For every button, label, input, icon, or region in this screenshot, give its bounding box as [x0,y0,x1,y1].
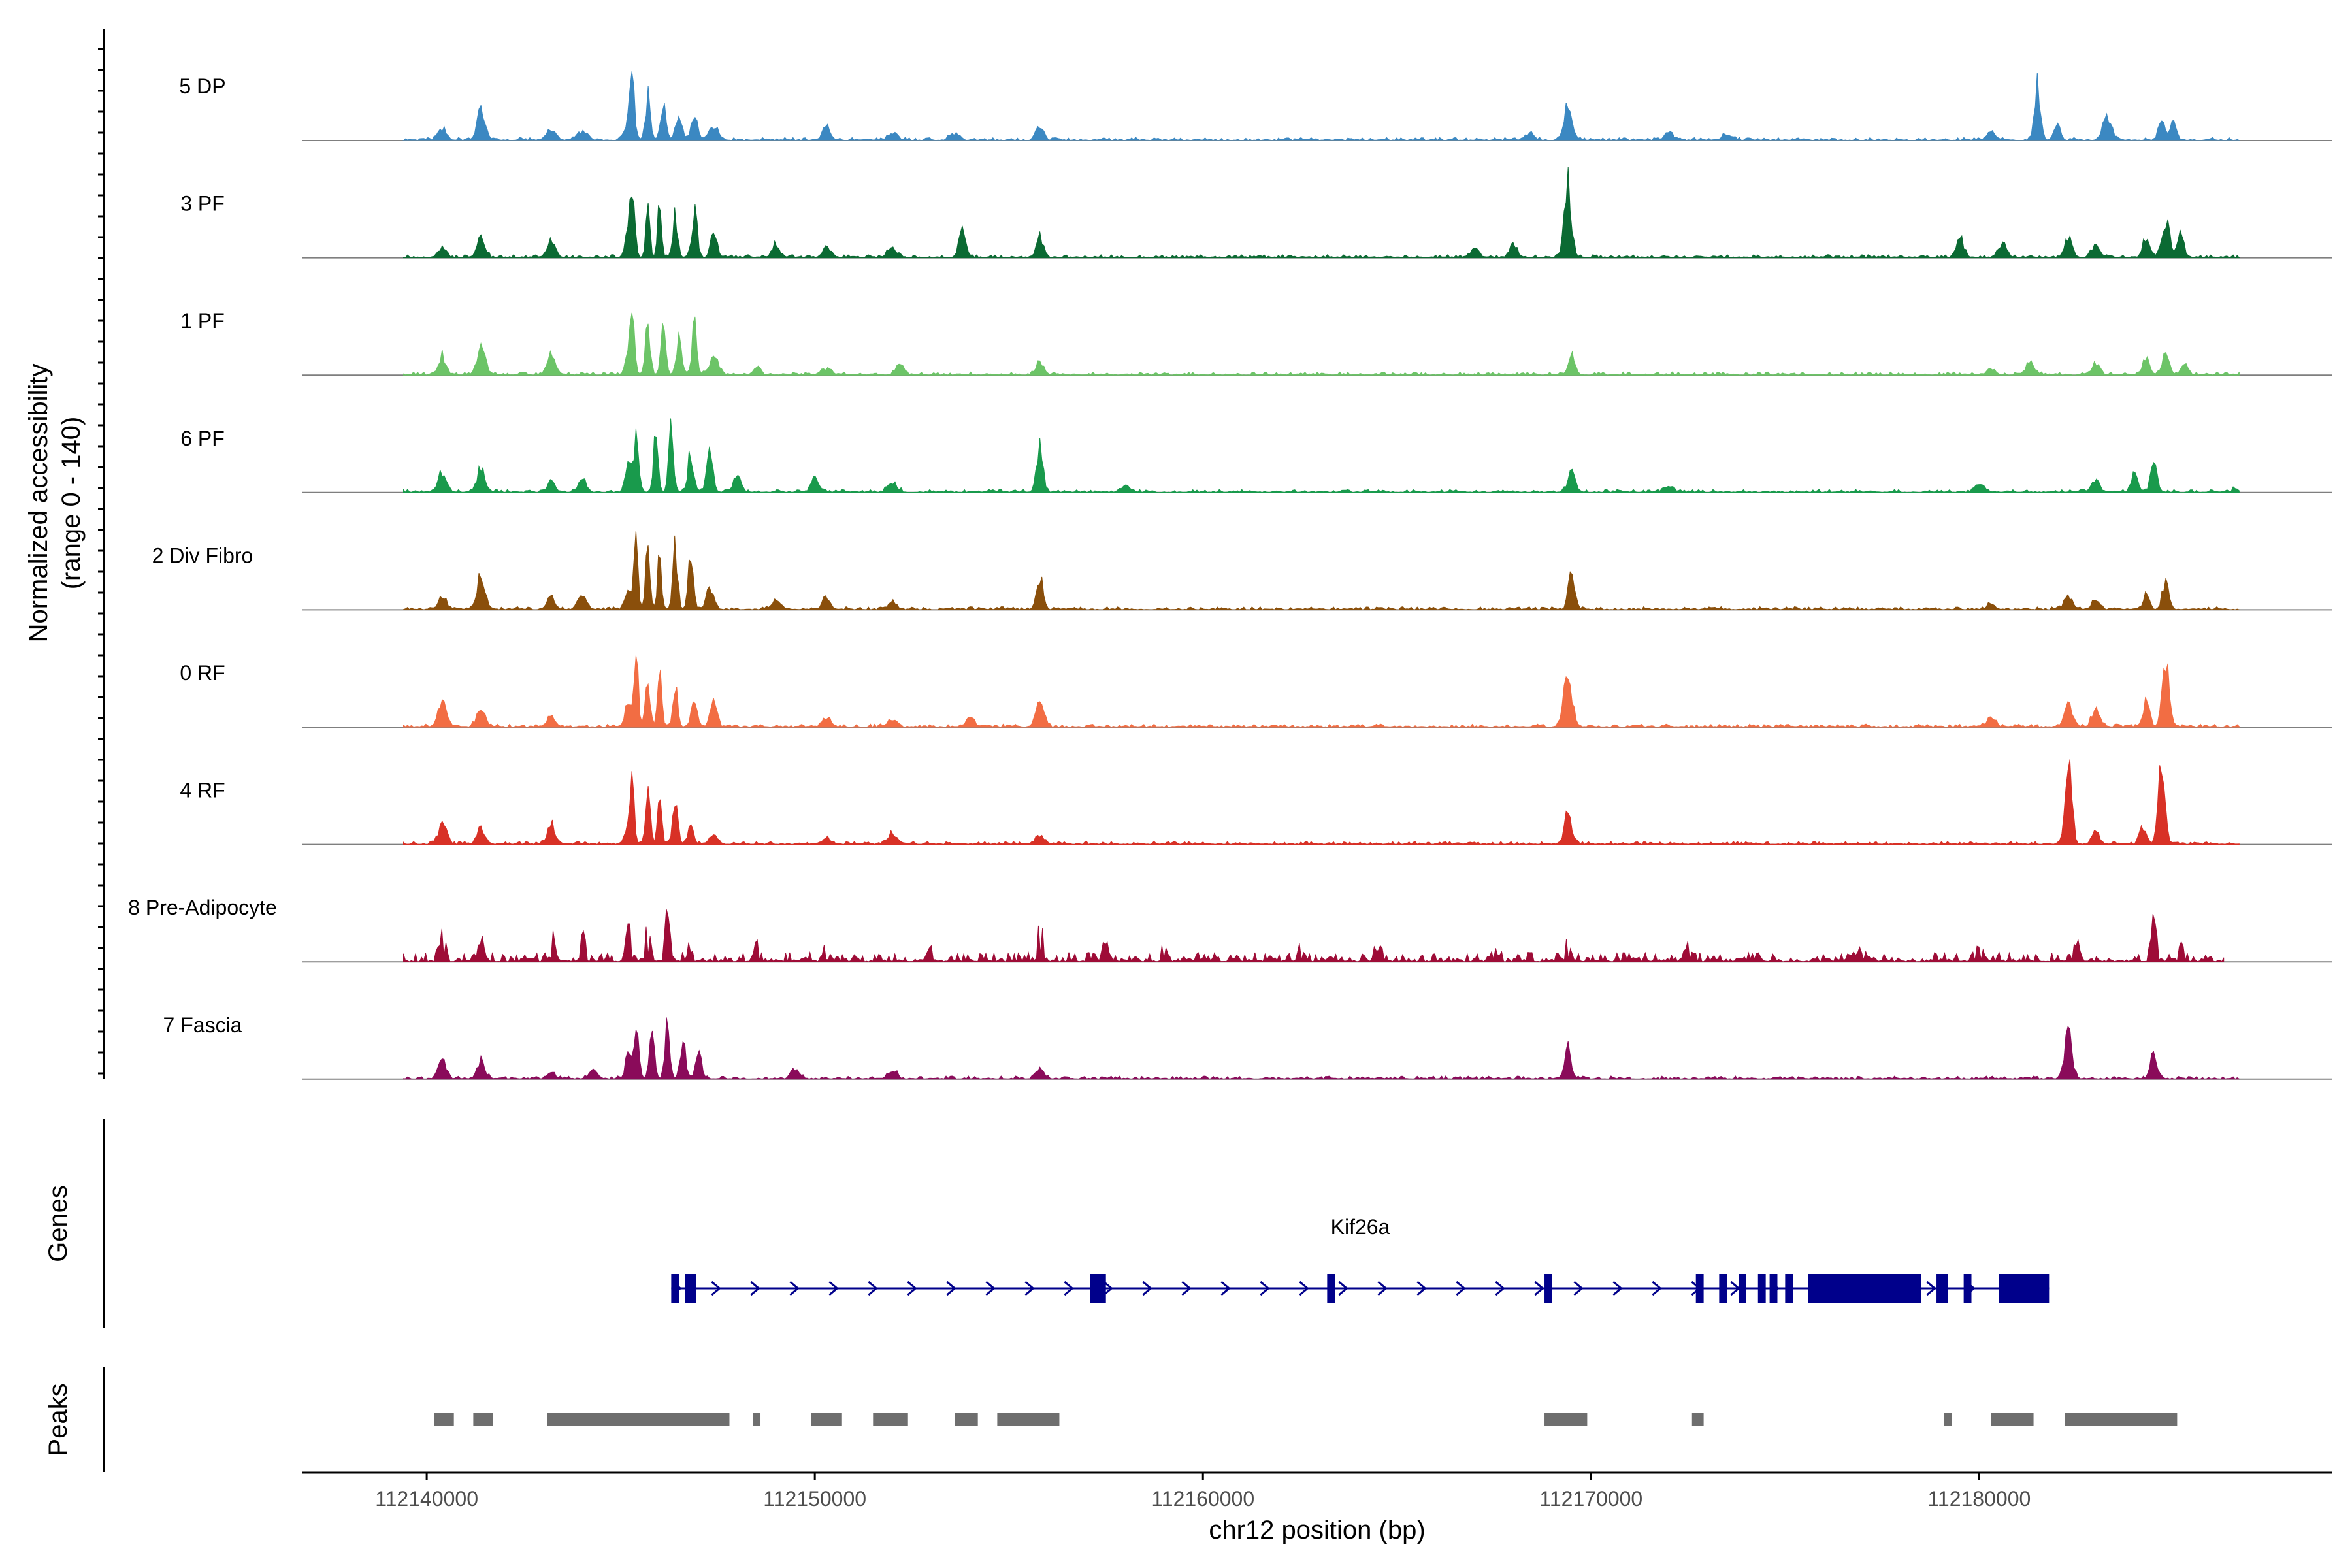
gene-exon [1327,1274,1335,1303]
track-label: 5 DP [179,74,225,98]
gene-exon [1936,1274,1948,1303]
gene-exon [1808,1274,1921,1303]
strand-arrow-icon [1652,1281,1662,1296]
strand-arrow-icon [1573,1281,1584,1296]
genes-panel-label: Genes [44,1185,73,1262]
track-5-dp: 5 DP [179,71,2332,141]
coverage-area-1-pf [403,312,2240,376]
x-tick-label: 112150000 [763,1487,866,1511]
strand-arrow-icon [1456,1281,1466,1296]
coverage-area-5-dp [402,71,2240,141]
strand-arrow-icon [789,1281,800,1296]
strand-arrow-icon [1338,1281,1348,1296]
strand-arrow-icon [1181,1281,1192,1296]
gene-model [671,1274,2050,1303]
peak-region [2065,1413,2178,1426]
y-axis-label: Normalized accessibility [24,364,53,643]
coverage-area-2-div-fibro [403,531,2240,611]
gene-exon [1785,1274,1793,1303]
track-label: 6 PF [180,427,225,450]
track-label: 7 Fascia [163,1013,242,1037]
x-axis-ticks: 112140000 112150000 112160000 112170000 1121… [375,1473,2031,1511]
x-tick-label: 112170000 [1539,1487,1642,1511]
track-label: 8 Pre-Adipocyte [128,896,277,919]
peak-region [753,1413,761,1426]
track-8-pre-adipocyte: 8 Pre-Adipocyte [128,896,2332,963]
strand-arrow-icon [711,1281,721,1296]
peak-region [873,1413,908,1426]
accessibility-axis [98,29,105,1079]
strand-arrow-icon [1299,1281,1309,1296]
coverage-tracks: 5 DP 3 PF 1 PF 6 PF 2 Div Fibro 0 RF 4 RF 8 Pre… [128,71,2332,1080]
peak-region [997,1413,1060,1426]
coverage-area-0-rf [403,655,2240,728]
coverage-area-3-pf [403,167,2240,259]
gene-exon [1769,1274,1778,1303]
track-4-rf: 4 RF [180,759,2332,845]
strand-arrow-icon [1024,1281,1035,1296]
gene-exon [1719,1274,1727,1303]
peak-region [955,1413,978,1426]
x-tick-label: 112160000 [1151,1487,1254,1511]
strand-arrow-icon [946,1281,956,1296]
track-1-pf: 1 PF [180,309,2332,376]
track-label: 0 RF [180,661,225,685]
strand-arrow-icon [828,1281,839,1296]
track-7-fascia: 7 Fascia [163,1013,2332,1080]
track-label: 3 PF [180,192,225,216]
gene-exon [1999,1274,2050,1303]
track-0-rf: 0 RF [180,655,2332,728]
gene-exon [685,1274,696,1303]
track-label: 2 Div Fibro [152,544,253,567]
peak-region [1991,1413,2034,1426]
peak-region [473,1413,493,1426]
x-axis-label: chr12 position (bp) [1209,1516,1425,1544]
strand-arrow-icon [907,1281,917,1296]
gene-exon [1544,1274,1552,1303]
strand-arrow-icon [1142,1281,1152,1296]
strand-arrow-icon [1220,1281,1231,1296]
strand-arrow-icon [1612,1281,1623,1296]
strand-arrow-icon [985,1281,996,1296]
peak-regions [434,1413,2178,1426]
x-tick-label: 112180000 [1927,1487,2031,1511]
peak-region [1691,1413,1704,1426]
strand-arrow-icon [868,1281,878,1296]
coverage-area-7-fascia [403,1017,2240,1080]
strand-arrow-icon [1103,1281,1113,1296]
peak-region [547,1413,730,1426]
peak-region [1944,1413,1952,1426]
strand-arrow-icon [1064,1281,1074,1296]
gene-exon [1090,1274,1106,1303]
gene-name-label: Kif26a [1331,1215,1390,1239]
track-label: 4 RF [180,779,225,802]
gene-exon [1739,1274,1746,1303]
strand-arrow-icon [1534,1281,1544,1296]
strand-arrow-icon [750,1281,760,1296]
peak-region [1544,1413,1588,1426]
coverage-area-8-pre-adipocyte [403,909,2225,963]
track-6-pf: 6 PF [180,418,2332,493]
coverage-area-6-pf [403,418,2240,493]
x-tick-label: 112140000 [375,1487,478,1511]
peak-region [434,1413,454,1426]
strand-arrow-icon [1260,1281,1270,1296]
coverage-area-4-rf [403,759,2240,845]
track-3-pf: 3 PF [180,167,2332,259]
gene-exon [1757,1274,1766,1303]
strand-arrow-icon [1926,1281,1936,1296]
gene-exon [671,1274,679,1303]
gene-exon [1963,1274,1972,1303]
strand-arrow-icon [1416,1281,1427,1296]
gene-exon [1695,1274,1704,1303]
peak-region [811,1413,842,1426]
track-label: 1 PF [180,309,225,333]
strand-arrow-icon [1377,1281,1388,1296]
y-axis-range-label: (range 0 - 140) [57,417,86,590]
track-2-div-fibro: 2 Div Fibro [152,531,2332,611]
strand-arrow-icon [1495,1281,1505,1296]
peaks-panel-label: Peaks [44,1383,73,1456]
